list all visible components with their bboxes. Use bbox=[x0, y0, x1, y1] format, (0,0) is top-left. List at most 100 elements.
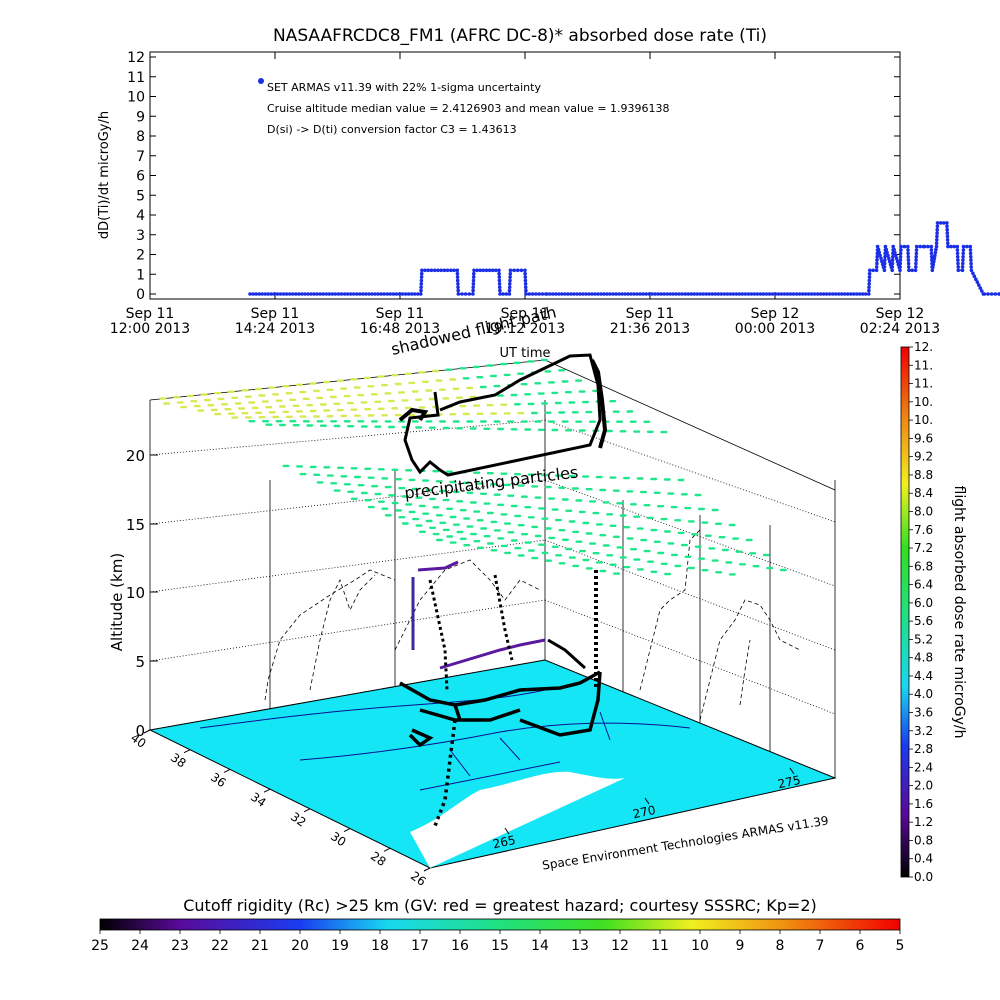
particle-dot bbox=[572, 564, 580, 568]
particle-dot bbox=[302, 397, 310, 400]
particle-dot bbox=[479, 420, 487, 423]
data-point bbox=[456, 292, 461, 296]
particle-dot bbox=[541, 402, 549, 405]
data-point bbox=[879, 256, 883, 261]
particle-dot bbox=[680, 493, 688, 496]
data-point bbox=[416, 292, 420, 296]
data-point bbox=[875, 254, 879, 259]
particle-dot bbox=[779, 568, 787, 572]
data-point bbox=[455, 278, 460, 283]
particle-dot bbox=[432, 506, 440, 509]
particle-dot bbox=[391, 468, 399, 471]
particle-dot bbox=[404, 372, 412, 375]
dose-colorbar-tick-label: 10. bbox=[914, 413, 933, 427]
x-tick-label-date: Sep 11 bbox=[251, 306, 300, 322]
data-point bbox=[423, 268, 427, 273]
particle-dot bbox=[384, 392, 392, 395]
data-point bbox=[524, 288, 528, 293]
dose-colorbar-tick-label: 10. bbox=[914, 395, 933, 409]
particle-dot bbox=[667, 492, 675, 495]
data-point bbox=[867, 278, 872, 283]
data-point bbox=[871, 268, 875, 273]
particle-dot bbox=[684, 555, 692, 558]
data-point bbox=[472, 268, 476, 273]
data-point bbox=[318, 292, 323, 296]
particle-dot bbox=[619, 430, 627, 433]
data-point bbox=[321, 292, 326, 296]
x-tick-label-time: 19:12 2013 bbox=[485, 321, 565, 337]
particle-dot bbox=[520, 383, 528, 386]
particle-dot bbox=[691, 533, 699, 536]
data-point bbox=[442, 268, 447, 273]
particle-dot bbox=[374, 492, 382, 496]
data-point bbox=[348, 292, 353, 296]
particle-dot bbox=[408, 381, 416, 385]
data-point bbox=[608, 292, 612, 296]
data-point bbox=[827, 292, 832, 296]
annotation-precipitating-particles: precipitating particles bbox=[403, 462, 579, 502]
particle-dot bbox=[500, 472, 508, 475]
particle-dot bbox=[609, 400, 617, 403]
data-point bbox=[867, 285, 871, 290]
data-point bbox=[471, 282, 476, 286]
particle-dot bbox=[595, 475, 603, 479]
particle-dot bbox=[626, 410, 634, 413]
particle-dot bbox=[337, 466, 344, 469]
particle-dot bbox=[439, 521, 447, 524]
data-point bbox=[969, 258, 973, 262]
particle-dot bbox=[340, 414, 348, 418]
data-point bbox=[623, 292, 627, 296]
particle-dot bbox=[463, 544, 471, 547]
data-point bbox=[880, 259, 884, 264]
particle-dot bbox=[364, 499, 372, 502]
data-point bbox=[945, 238, 950, 242]
particle-dot bbox=[299, 390, 307, 394]
data-point bbox=[358, 292, 362, 296]
particle-dot bbox=[265, 423, 273, 426]
data-point bbox=[960, 265, 965, 269]
particle-dot bbox=[565, 509, 573, 512]
particle-dot bbox=[452, 490, 460, 494]
particle-dot bbox=[445, 470, 453, 473]
particle-dot bbox=[544, 527, 552, 530]
particle-dot bbox=[336, 408, 344, 412]
data-point bbox=[312, 292, 316, 296]
dose-colorbar-tick-label: 8.8 bbox=[914, 468, 933, 482]
data-point bbox=[877, 250, 882, 255]
data-point bbox=[894, 253, 898, 258]
particle-dot bbox=[538, 507, 545, 510]
latitude-tick-mark bbox=[343, 828, 351, 833]
data-point bbox=[497, 271, 501, 276]
dose-colorbar-tick-label: 3.2 bbox=[914, 724, 933, 738]
data-point bbox=[309, 292, 313, 296]
data-point bbox=[977, 283, 981, 287]
data-point bbox=[929, 254, 934, 259]
particle-dot bbox=[408, 413, 416, 417]
particle-dot bbox=[347, 401, 354, 405]
data-point bbox=[284, 292, 289, 296]
data-point bbox=[602, 292, 606, 296]
particle-dot bbox=[463, 481, 470, 484]
data-point bbox=[906, 258, 911, 262]
particle-dot bbox=[524, 506, 532, 509]
particle-dot bbox=[459, 537, 467, 540]
particle-dot bbox=[544, 370, 552, 373]
particle-dot bbox=[520, 495, 528, 498]
particle-dot bbox=[459, 404, 467, 408]
longitude-tick-label: 265 bbox=[492, 833, 517, 851]
data-point bbox=[982, 292, 987, 296]
dose-rate-series bbox=[248, 221, 1000, 296]
data-point bbox=[899, 244, 903, 249]
particle-dot bbox=[357, 484, 365, 487]
data-point bbox=[355, 292, 359, 296]
data-point bbox=[523, 271, 527, 276]
data-point bbox=[662, 292, 666, 296]
y-tick-label: 4 bbox=[136, 208, 145, 224]
particle-dot bbox=[408, 510, 416, 514]
data-point bbox=[935, 221, 940, 225]
particle-dot bbox=[200, 393, 208, 396]
particle-dot bbox=[483, 535, 491, 538]
particle-dot bbox=[551, 545, 559, 548]
data-point bbox=[942, 221, 946, 225]
